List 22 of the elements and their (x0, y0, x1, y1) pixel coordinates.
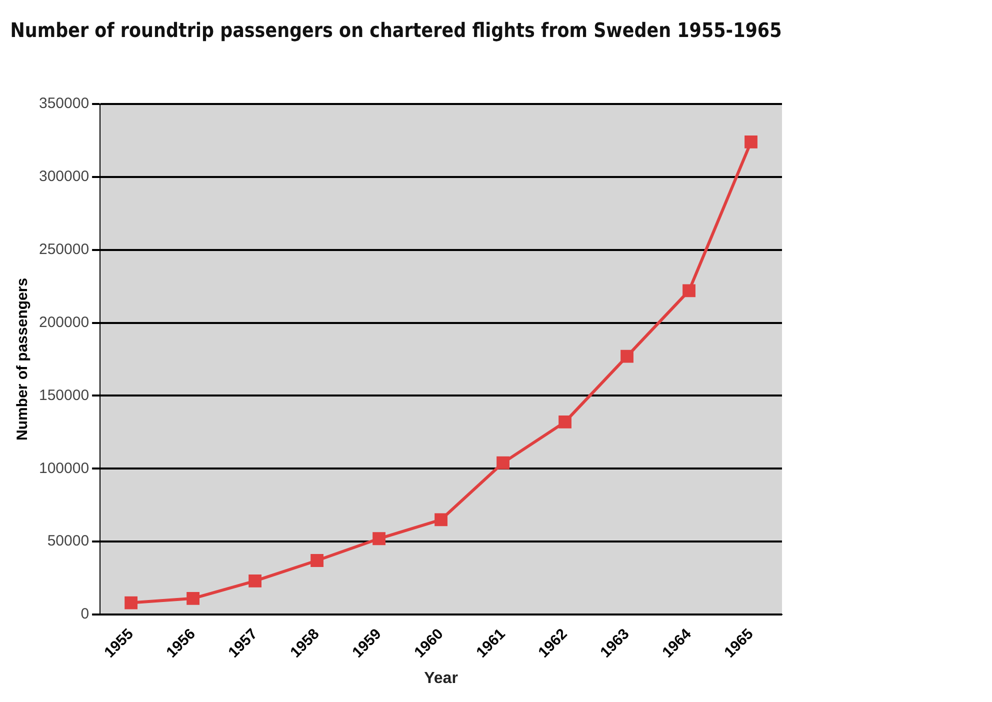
point (682, 284, 696, 298)
point (558, 416, 572, 428)
y-tick-label: 0 (80, 606, 90, 623)
point (620, 350, 634, 363)
y-tick-label: 350000 (38, 95, 90, 112)
point (310, 554, 324, 567)
y-axis-title: Number of passengers (14, 278, 32, 441)
point (744, 135, 758, 148)
point (248, 574, 262, 588)
chart-title: Number of roundtrip passengers on chartered flights from Sweden 1955-1965 (10, 20, 782, 43)
point (434, 513, 448, 526)
point (496, 456, 510, 470)
x-axis-title: Year (424, 670, 458, 687)
point (186, 592, 200, 605)
y-tick-label: 50000 (47, 532, 90, 550)
y-tick-label: 250000 (38, 240, 90, 258)
y-tick-label: 300000 (38, 168, 90, 186)
y-tick-label: 200000 (38, 314, 90, 331)
point (372, 532, 386, 546)
point (124, 596, 138, 610)
y-tick-label: 100000 (38, 460, 90, 477)
y-tick-label: 150000 (38, 386, 90, 404)
